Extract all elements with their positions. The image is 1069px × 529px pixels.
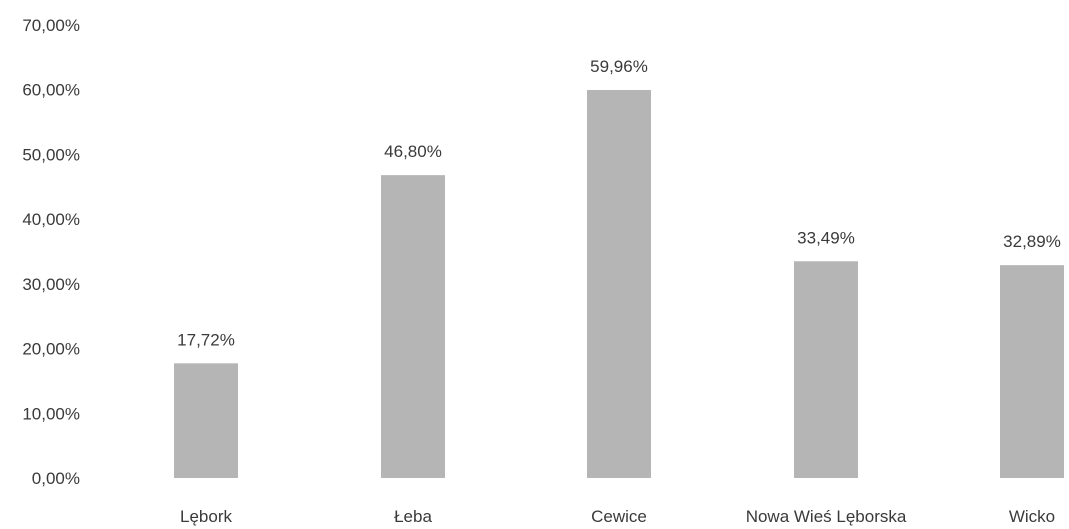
y-tick-label: 20,00%: [22, 340, 80, 359]
data-labels-group: 17,72% 46,80% 59,96% 33,49% 32,89%: [177, 57, 1061, 349]
y-tick-label: 10,00%: [22, 404, 80, 423]
x-axis: Lębork Łeba Cewice Nowa Wieś Lęborska Wicko: [180, 507, 1055, 526]
data-label: 59,96%: [590, 57, 648, 76]
x-category-label: Wicko: [1009, 507, 1055, 526]
data-label: 33,49%: [797, 228, 855, 247]
data-label: 46,80%: [384, 142, 442, 161]
y-tick-label: 60,00%: [22, 81, 80, 100]
bar: [174, 363, 238, 478]
bar: [1000, 265, 1064, 478]
bar: [587, 89, 651, 478]
x-category-label: Nowa Wieś Lęborska: [746, 507, 907, 526]
x-category-label: Lębork: [180, 507, 232, 526]
bar: [381, 175, 445, 478]
data-label: 17,72%: [177, 330, 235, 349]
x-category-label: Cewice: [591, 507, 647, 526]
bars-group: [174, 89, 1064, 478]
bar: [794, 261, 858, 478]
y-tick-label: 30,00%: [22, 275, 80, 294]
y-tick-label: 0,00%: [32, 469, 80, 488]
y-tick-label: 70,00%: [22, 16, 80, 35]
y-tick-label: 50,00%: [22, 145, 80, 164]
y-tick-label: 40,00%: [22, 210, 80, 229]
x-category-label: Łeba: [394, 507, 432, 526]
y-axis: 0,00% 10,00% 20,00% 30,00% 40,00% 50,00% 60,00…: [22, 16, 80, 488]
data-label: 32,89%: [1003, 232, 1061, 251]
